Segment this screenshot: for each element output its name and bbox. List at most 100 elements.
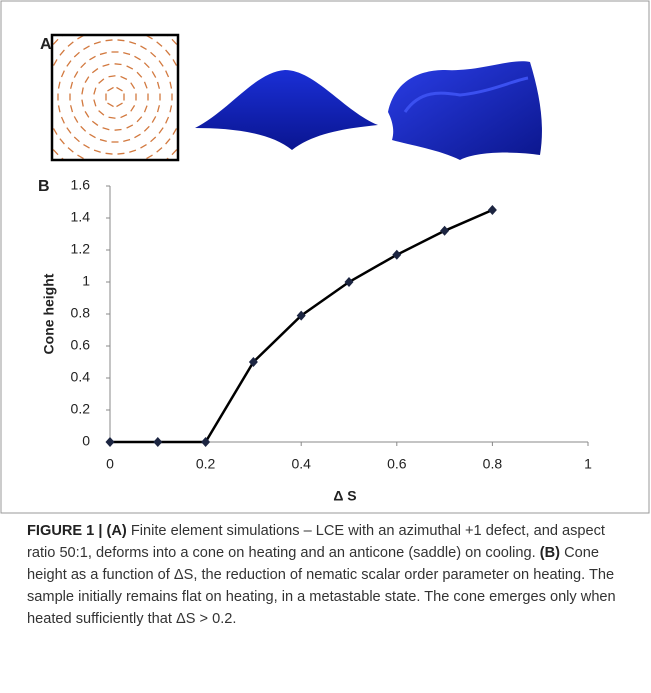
director-dash <box>114 128 122 131</box>
director-dash <box>165 49 171 56</box>
director-dash <box>194 48 197 54</box>
director-dash <box>67 41 74 47</box>
director-dash <box>84 76 90 83</box>
director-dash <box>80 125 87 132</box>
director-dash <box>67 147 74 153</box>
director-dash <box>91 6 98 8</box>
director-dash <box>93 41 101 45</box>
director-dash <box>179 30 184 35</box>
x-tick-label: 0.8 <box>483 456 503 472</box>
director-dash <box>107 102 114 108</box>
director-dash <box>141 20 148 23</box>
data-point <box>344 277 354 287</box>
director-dash <box>84 111 90 118</box>
director-dash <box>172 59 178 66</box>
data-point <box>487 205 497 215</box>
y-tick-label: 1.2 <box>71 241 91 257</box>
director-dash <box>71 25 77 29</box>
director-dash <box>207 105 208 112</box>
director-dash <box>105 39 113 42</box>
director-dash <box>118 178 125 179</box>
director-dash <box>26 64 28 71</box>
director-dash <box>158 127 164 134</box>
director-dash <box>94 17 101 19</box>
director-dash <box>30 53 33 59</box>
director-dash <box>103 4 110 5</box>
director-dash <box>165 70 170 78</box>
data-point <box>201 437 211 447</box>
director-dash <box>170 168 175 172</box>
caption-text: Finite element simulations – LCE with an… <box>27 523 605 561</box>
director-dash <box>52 59 58 66</box>
director-dash <box>200 129 203 135</box>
director-dash <box>34 81 35 88</box>
director-dash <box>156 81 161 89</box>
x-axis-label: Δ S <box>333 488 356 504</box>
director-dash <box>143 62 150 69</box>
director-dash <box>46 82 47 89</box>
director-dash <box>69 13 75 16</box>
director-dash <box>93 149 101 153</box>
director-dash <box>151 116 157 123</box>
director-dash <box>89 55 96 61</box>
director-dash <box>73 71 79 78</box>
director-dash <box>60 70 65 78</box>
director-dash <box>105 16 112 17</box>
director-dash <box>140 45 147 50</box>
director-dash <box>172 128 178 135</box>
director-dash <box>73 136 80 143</box>
x-tick-label: 0.4 <box>291 456 311 472</box>
director-dash <box>98 78 105 84</box>
director-field <box>26 4 208 184</box>
director-dash <box>182 82 183 89</box>
director-dash <box>195 81 196 88</box>
director-dash <box>169 105 173 113</box>
director-dash <box>152 25 158 29</box>
director-dash <box>191 118 193 125</box>
director-dash <box>200 59 203 65</box>
director-dash <box>134 133 141 139</box>
director-dash <box>94 175 101 177</box>
director-dash <box>57 105 61 113</box>
director-dash <box>105 178 112 179</box>
director-dash <box>130 82 136 89</box>
director-dash <box>160 16 166 20</box>
director-dash <box>93 87 97 95</box>
director-dash <box>117 152 125 155</box>
director-dash <box>138 7 145 9</box>
director-dash <box>34 106 35 113</box>
director-dash <box>69 105 74 113</box>
director-dash <box>108 75 116 78</box>
director-dash <box>126 65 134 70</box>
director-dash <box>143 125 150 132</box>
director-dash <box>59 49 65 56</box>
director-dash <box>136 116 143 123</box>
director-dash <box>129 149 137 153</box>
director-dash <box>71 165 77 169</box>
director-dash <box>77 154 84 160</box>
director-dash <box>150 51 157 58</box>
y-tick-label: 1.4 <box>71 209 91 225</box>
director-dash <box>88 31 95 33</box>
director-dash <box>73 116 79 123</box>
caption: FIGURE 1 | (A) Finite element simulation… <box>27 520 627 630</box>
y-tick-label: 0.6 <box>71 337 91 353</box>
director-dash <box>102 63 110 67</box>
director-dash <box>165 116 170 124</box>
director-dash <box>179 159 184 164</box>
director-dash <box>50 26 55 31</box>
director-dash <box>123 138 131 143</box>
y-axis-label: Cone height <box>41 273 57 354</box>
director-dash <box>57 81 61 89</box>
x-tick-label: 1 <box>584 456 592 472</box>
director-dash <box>37 70 39 77</box>
director-dash <box>149 181 155 184</box>
panel-label: A <box>40 36 52 53</box>
director-dash <box>141 171 148 174</box>
director-dash <box>81 87 84 95</box>
director-dash <box>98 110 105 116</box>
x-tick-label: 0 <box>106 456 114 472</box>
director-dash <box>69 81 74 89</box>
director-dash <box>143 81 148 89</box>
director-dash <box>156 41 163 47</box>
